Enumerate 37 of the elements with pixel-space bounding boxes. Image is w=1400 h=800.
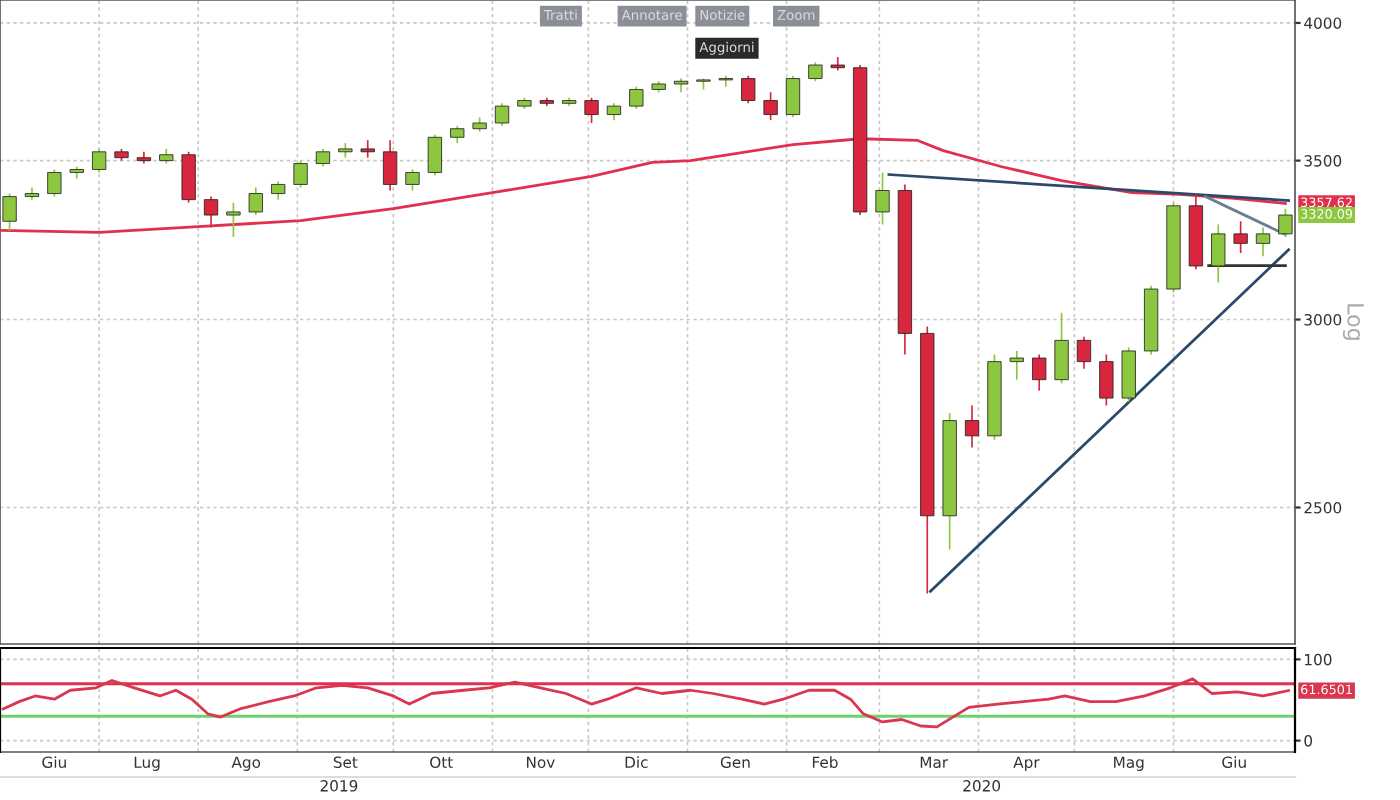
candlestick [226, 201, 241, 238]
line-series [0, 137, 1287, 234]
candlestick [629, 85, 644, 110]
candlestick [1076, 336, 1092, 370]
candlestick [785, 74, 801, 119]
candlestick [1211, 223, 1226, 284]
candlestick [1099, 353, 1114, 407]
candlestick [1255, 226, 1271, 258]
candlestick [1233, 220, 1248, 254]
line-series [1, 677, 1290, 729]
candlestick [494, 102, 510, 127]
candlestick [248, 186, 263, 216]
candlestick [763, 91, 778, 122]
candlestick [584, 96, 599, 124]
candlestick [875, 171, 890, 226]
candlestick [338, 142, 353, 159]
candlestick [91, 148, 107, 174]
candlestick [1009, 350, 1024, 381]
candlestick [1054, 311, 1069, 385]
candlestick [271, 180, 286, 201]
candlestick [964, 404, 980, 449]
candlestick [405, 168, 420, 192]
y-axis-title: Log [1342, 304, 1364, 340]
candlestick [808, 61, 823, 83]
candlestick [1121, 346, 1136, 403]
candlestick [181, 150, 196, 204]
candlestick [382, 139, 398, 192]
candlestick [741, 74, 756, 105]
candlestick [427, 133, 442, 177]
candlestick [293, 159, 308, 189]
candlestick [1278, 208, 1293, 238]
candlestick [2, 192, 17, 232]
candlestick [203, 195, 219, 229]
candlestick [24, 186, 40, 201]
candlestick [360, 139, 375, 159]
candlestick [1032, 353, 1047, 392]
candlestick [47, 168, 62, 198]
